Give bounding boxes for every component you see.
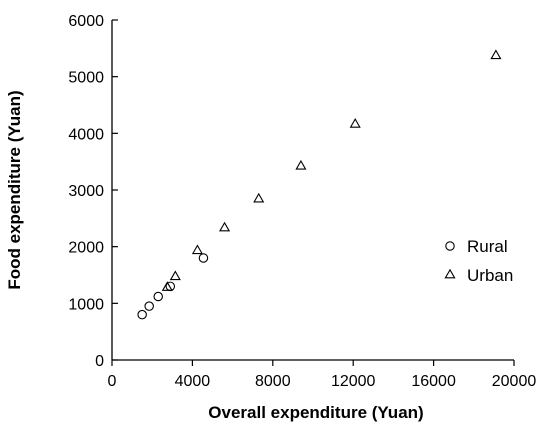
- urban-point: [169, 270, 181, 281]
- x-tick-label: 20000: [492, 373, 537, 390]
- y-axis-title: Food expenditure (Yuan): [5, 90, 24, 289]
- y-tick-label: 3000: [68, 183, 104, 200]
- urban-point: [161, 281, 173, 291]
- rural-point: [144, 301, 154, 311]
- rural-point: [153, 291, 163, 302]
- y-tick-label: 1000: [68, 296, 104, 313]
- urban-point: [191, 244, 203, 255]
- x-tick-label: 0: [108, 373, 117, 390]
- legend-rural-label: Rural: [467, 237, 508, 256]
- urban-point: [295, 159, 307, 170]
- rural-point: [198, 253, 209, 263]
- x-tick-label: 16000: [411, 373, 456, 390]
- x-tick-label: 8000: [255, 373, 291, 390]
- y-tick-label: 5000: [68, 70, 104, 87]
- y-tick-label: 0: [95, 353, 104, 370]
- x-tick-label: 12000: [331, 373, 376, 390]
- legend-urban-marker: [444, 268, 456, 279]
- x-axis-title: Overall expenditure (Yuan): [208, 403, 423, 422]
- legend-urban-label: Urban: [467, 266, 513, 285]
- axes: [111, 20, 514, 361]
- urban-point: [349, 117, 361, 128]
- x-ticks: 0 4000 8000 12000 16000 20000: [108, 360, 537, 390]
- legend: Rural Urban: [444, 237, 513, 285]
- y-tick-label: 4000: [68, 126, 104, 143]
- urban-point: [219, 221, 231, 232]
- rural-point: [137, 309, 147, 320]
- y-tick-label: 2000: [68, 240, 104, 257]
- x-tick-label: 4000: [175, 373, 211, 390]
- data-points: [137, 49, 502, 320]
- urban-point: [253, 192, 265, 203]
- y-ticks: 0 1000 2000 3000 4000 5000 6000: [68, 13, 118, 370]
- y-tick-label: 6000: [68, 13, 104, 30]
- legend-rural-marker: [445, 241, 455, 251]
- urban-point: [490, 49, 502, 60]
